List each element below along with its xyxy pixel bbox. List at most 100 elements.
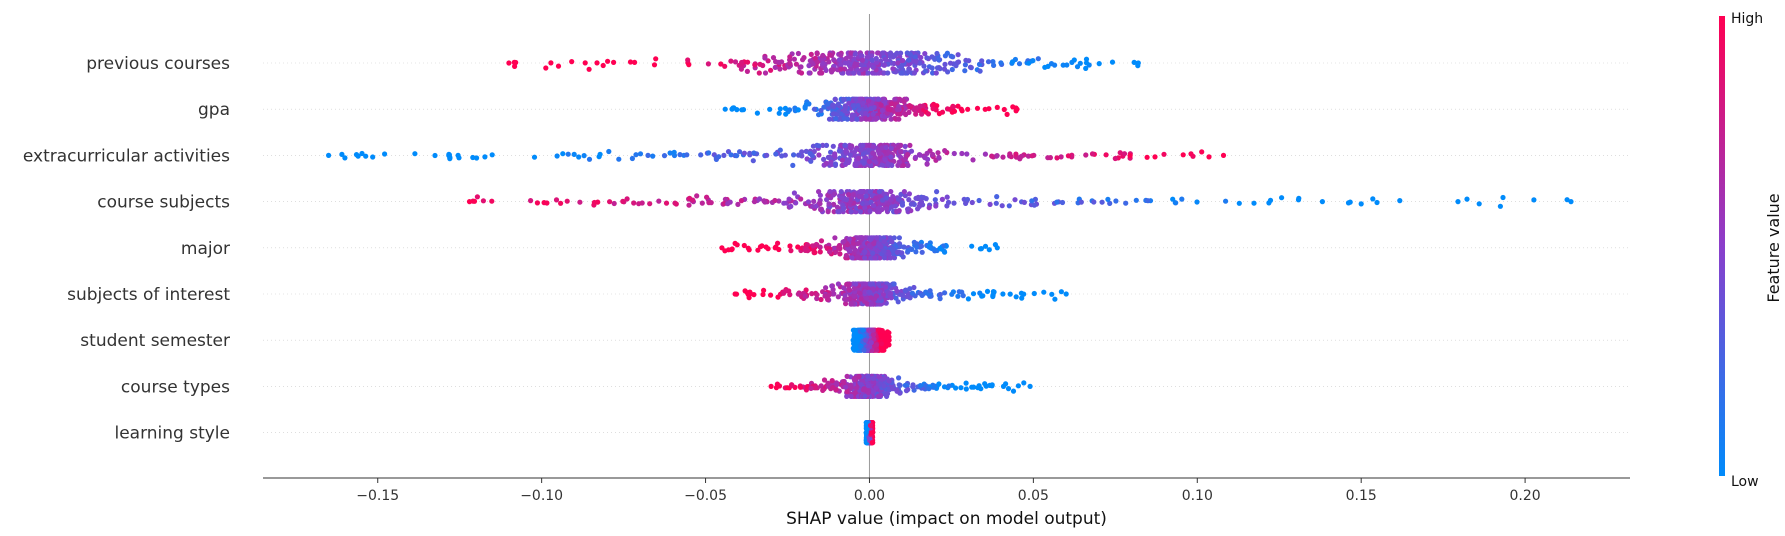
- shap-point: [832, 96, 838, 103]
- shap-point: [859, 62, 865, 68]
- shap-point: [951, 200, 957, 206]
- shap-point: [718, 61, 724, 67]
- shap-point: [816, 143, 822, 149]
- shap-point: [653, 56, 659, 62]
- shap-point: [850, 337, 856, 343]
- shap-point: [998, 60, 1004, 66]
- shap-point: [850, 236, 856, 242]
- shap-point: [864, 295, 870, 301]
- shap-point: [629, 155, 636, 162]
- shap-point: [694, 193, 700, 199]
- shap-point: [581, 153, 587, 159]
- shap-point: [1077, 60, 1083, 66]
- shap-point: [728, 58, 734, 64]
- shap-point: [808, 158, 814, 164]
- shap-point: [922, 68, 929, 74]
- shap-point: [904, 294, 910, 300]
- shap-point: [899, 58, 906, 64]
- shap-point: [729, 246, 735, 252]
- shap-point: [866, 147, 873, 153]
- shap-point: [900, 162, 907, 168]
- shap-point: [830, 385, 836, 391]
- shap-point: [832, 153, 838, 159]
- shap-point: [979, 58, 985, 64]
- shap-point: [735, 201, 741, 207]
- shap-point: [876, 281, 882, 287]
- shap-point: [951, 150, 957, 157]
- shap-point: [446, 151, 452, 157]
- shap-point: [965, 106, 971, 112]
- shap-point: [841, 238, 847, 245]
- shap-point: [982, 151, 989, 157]
- shap-point: [976, 197, 982, 204]
- shap-point: [978, 246, 985, 252]
- shap-point: [836, 57, 843, 63]
- shap-point: [990, 59, 996, 65]
- shap-point: [826, 59, 832, 65]
- shap-point: [831, 57, 837, 63]
- shap-point: [511, 59, 517, 65]
- shap-point: [489, 198, 495, 204]
- shap-point: [1144, 154, 1150, 160]
- shap-point: [768, 383, 774, 389]
- shap-point: [830, 102, 836, 108]
- shap-point: [834, 204, 841, 210]
- shap-point: [734, 153, 740, 159]
- shap-point: [656, 198, 662, 204]
- shap-point: [1180, 152, 1186, 158]
- shap-point: [842, 108, 848, 114]
- shap-point: [768, 67, 774, 73]
- shap-point: [611, 59, 617, 65]
- shap-point: [722, 106, 728, 112]
- shap-point: [791, 190, 798, 196]
- shap-point: [874, 347, 880, 353]
- shap-point: [939, 196, 946, 202]
- shap-point: [793, 61, 800, 67]
- shap-point: [906, 197, 912, 203]
- shap-point: [1025, 153, 1031, 159]
- shap-point: [1035, 56, 1041, 62]
- shap-point: [905, 162, 911, 168]
- shap-point: [949, 291, 955, 297]
- shap-point: [1121, 151, 1128, 157]
- shap-point: [832, 191, 838, 197]
- colorbar-high-label: High: [1731, 11, 1763, 27]
- shap-point: [890, 66, 896, 72]
- shap-point: [870, 144, 876, 150]
- shap-point: [899, 70, 905, 76]
- shap-point: [867, 208, 873, 214]
- shap-point: [853, 281, 859, 287]
- shap-point: [888, 145, 894, 151]
- shap-point: [326, 152, 332, 158]
- shap-point: [511, 63, 518, 69]
- shap-point: [637, 151, 644, 157]
- shap-point: [1133, 197, 1139, 203]
- shap-point: [903, 111, 909, 118]
- shap-point: [850, 240, 857, 246]
- shap-point: [1358, 201, 1364, 207]
- shap-point: [355, 153, 361, 159]
- shap-point: [870, 203, 877, 209]
- shap-point: [1048, 61, 1055, 67]
- shap-point: [577, 199, 583, 205]
- shap-point: [897, 149, 904, 155]
- shap-point: [884, 206, 890, 212]
- shap-point: [849, 255, 855, 261]
- shap-point: [359, 150, 365, 157]
- shap-point: [412, 151, 418, 157]
- shap-point: [860, 142, 866, 148]
- shap-point: [772, 197, 778, 204]
- shap-point: [885, 106, 892, 112]
- shap-point: [830, 111, 837, 117]
- shap-point: [854, 116, 860, 122]
- shap-point: [1188, 151, 1194, 157]
- shap-point: [880, 162, 886, 168]
- shap-point: [528, 198, 534, 204]
- shap-point: [930, 70, 936, 76]
- shap-point: [854, 254, 860, 260]
- shap-point: [955, 103, 961, 109]
- shap-point: [751, 150, 757, 156]
- shap-point: [863, 193, 869, 199]
- feature-points: [768, 373, 1033, 399]
- shap-point: [947, 106, 953, 112]
